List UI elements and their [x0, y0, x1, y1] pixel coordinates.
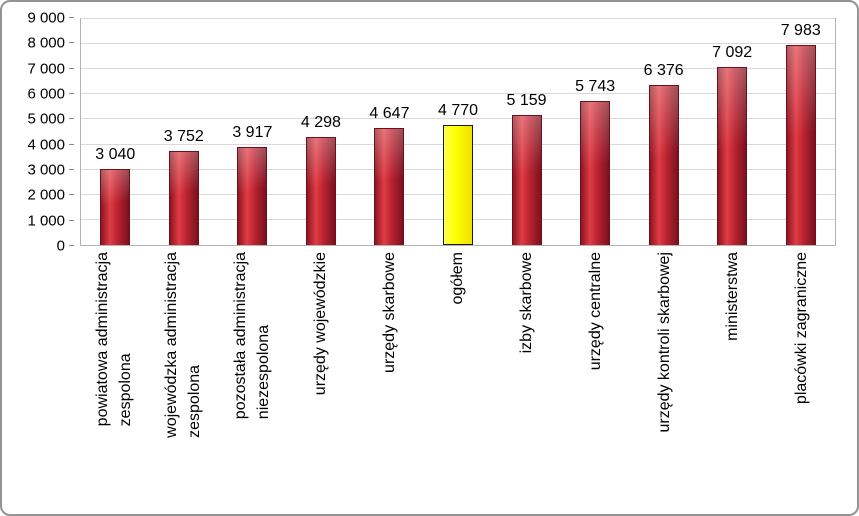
- category-cell: urzędy centralne: [561, 252, 630, 510]
- bar: [168, 150, 199, 245]
- category-cell: powiatowa administracja zespolona: [80, 252, 149, 510]
- category-cell: urzędy kontroli skarbowej: [630, 252, 699, 510]
- y-tick-mark: [69, 194, 74, 196]
- y-tick-label: 6 000: [27, 85, 65, 103]
- category-cell: pozostała administracja niezespolona: [217, 252, 286, 510]
- category-cell: placówki zagraniczne: [767, 252, 836, 510]
- y-tick-mark: [69, 17, 74, 18]
- category-label: urzędy skarbowe: [380, 252, 398, 373]
- category-cell: ministerstwa: [699, 252, 768, 510]
- bar-slot: 4 647: [355, 19, 424, 245]
- y-tick-mark: [69, 42, 74, 44]
- gridline: [81, 93, 835, 95]
- category-label: placówki zagraniczne: [793, 252, 811, 405]
- bar-slot: 4 298: [287, 19, 356, 245]
- gridline: [81, 18, 835, 19]
- bar-value-label: 7 983: [780, 21, 821, 39]
- bar-value-label: 4 770: [437, 102, 479, 120]
- bar-slot: 6 376: [629, 19, 698, 245]
- bar-value-label: 7 092: [712, 43, 753, 61]
- bar-slot: 5 159: [492, 19, 561, 245]
- category-label: urzędy centralne: [586, 252, 604, 371]
- y-axis: 0 1 000 2 000 3 000 4 000 5 000 6 000 7 000 8 00…: [2, 10, 74, 255]
- category-label: izby skarbowe: [518, 252, 536, 354]
- y-tick-label: 8 000: [27, 34, 65, 52]
- bar-slot: 3 752: [150, 19, 219, 245]
- bar: [237, 146, 268, 245]
- category-label: pozostała administracja niezespolona: [231, 252, 272, 420]
- bar-value-label: 3 752: [163, 127, 204, 145]
- category-cell: urzędy wojewódzkie: [286, 252, 355, 510]
- y-tick-mark: [69, 219, 74, 221]
- category-cell: urzędy skarbowe: [355, 252, 424, 510]
- bar-value-label: 6 376: [643, 61, 684, 79]
- y-tick-mark: [69, 67, 74, 69]
- y-tick-label: 2 000: [27, 186, 65, 204]
- category-label: ministerstwa: [724, 252, 742, 341]
- y-tick-mark: [69, 245, 74, 246]
- bar-value-label: 4 298: [300, 114, 341, 132]
- bar: [100, 168, 131, 245]
- bar-slot: 7 983: [766, 19, 835, 245]
- category-cell: ogółem: [424, 252, 493, 510]
- bar-value-label: 3 917: [232, 123, 273, 141]
- bar-slot: 7 092: [698, 19, 767, 245]
- y-tick-mark: [69, 118, 74, 120]
- category-cell: izby skarbowe: [492, 252, 561, 510]
- category-label: urzędy kontroli skarbowej: [655, 252, 673, 433]
- category-label: ogółem: [449, 252, 467, 305]
- category-cell: wojewódzka administracja zespolona: [149, 252, 218, 510]
- bar: [717, 66, 748, 245]
- y-tick-mark: [69, 169, 74, 171]
- bar: [580, 100, 611, 245]
- y-tick-label: 0: [56, 237, 65, 255]
- bar-highlight-ogolem: [443, 125, 473, 245]
- category-label: wojewódzka administracja zespolona: [162, 252, 204, 438]
- plot-area: 3 040 3 752 3 917 4 298 4 647 4 770 5 159 5 743…: [80, 18, 836, 246]
- bar-slot: 3 917: [218, 19, 287, 245]
- category-label: urzędy wojewódzkie: [311, 252, 329, 396]
- bar: [374, 128, 405, 245]
- bar: [511, 115, 542, 245]
- bar-value-label: 5 159: [506, 92, 547, 110]
- bar-value-label: 5 743: [575, 77, 616, 95]
- bar-value-label: 4 647: [369, 105, 410, 123]
- bar-slot: 4 770: [424, 19, 493, 245]
- gridline: [81, 118, 835, 120]
- bar-slot: 5 743: [561, 19, 630, 245]
- y-tick-label: 9 000: [27, 9, 65, 27]
- gridline: [81, 68, 835, 70]
- x-axis-labels: powiatowa administracja zespolona wojewód…: [80, 252, 836, 510]
- y-tick-mark: [69, 93, 74, 95]
- y-tick-label: 3 000: [27, 161, 65, 179]
- bar: [305, 137, 336, 245]
- bar: [785, 44, 816, 245]
- bar: [648, 84, 679, 245]
- y-tick-label: 5 000: [27, 110, 65, 128]
- y-tick-label: 4 000: [27, 136, 65, 154]
- bar-slot: 3 040: [81, 19, 150, 245]
- y-tick-label: 1 000: [27, 212, 65, 230]
- y-tick-mark: [69, 143, 74, 145]
- bars: 3 040 3 752 3 917 4 298 4 647 4 770 5 159 5 743…: [81, 19, 835, 245]
- category-label: powiatowa administracja zespolona: [94, 252, 135, 427]
- y-tick-label: 7 000: [27, 60, 65, 78]
- gridline: [81, 43, 835, 45]
- bar-value-label: 3 040: [95, 145, 136, 163]
